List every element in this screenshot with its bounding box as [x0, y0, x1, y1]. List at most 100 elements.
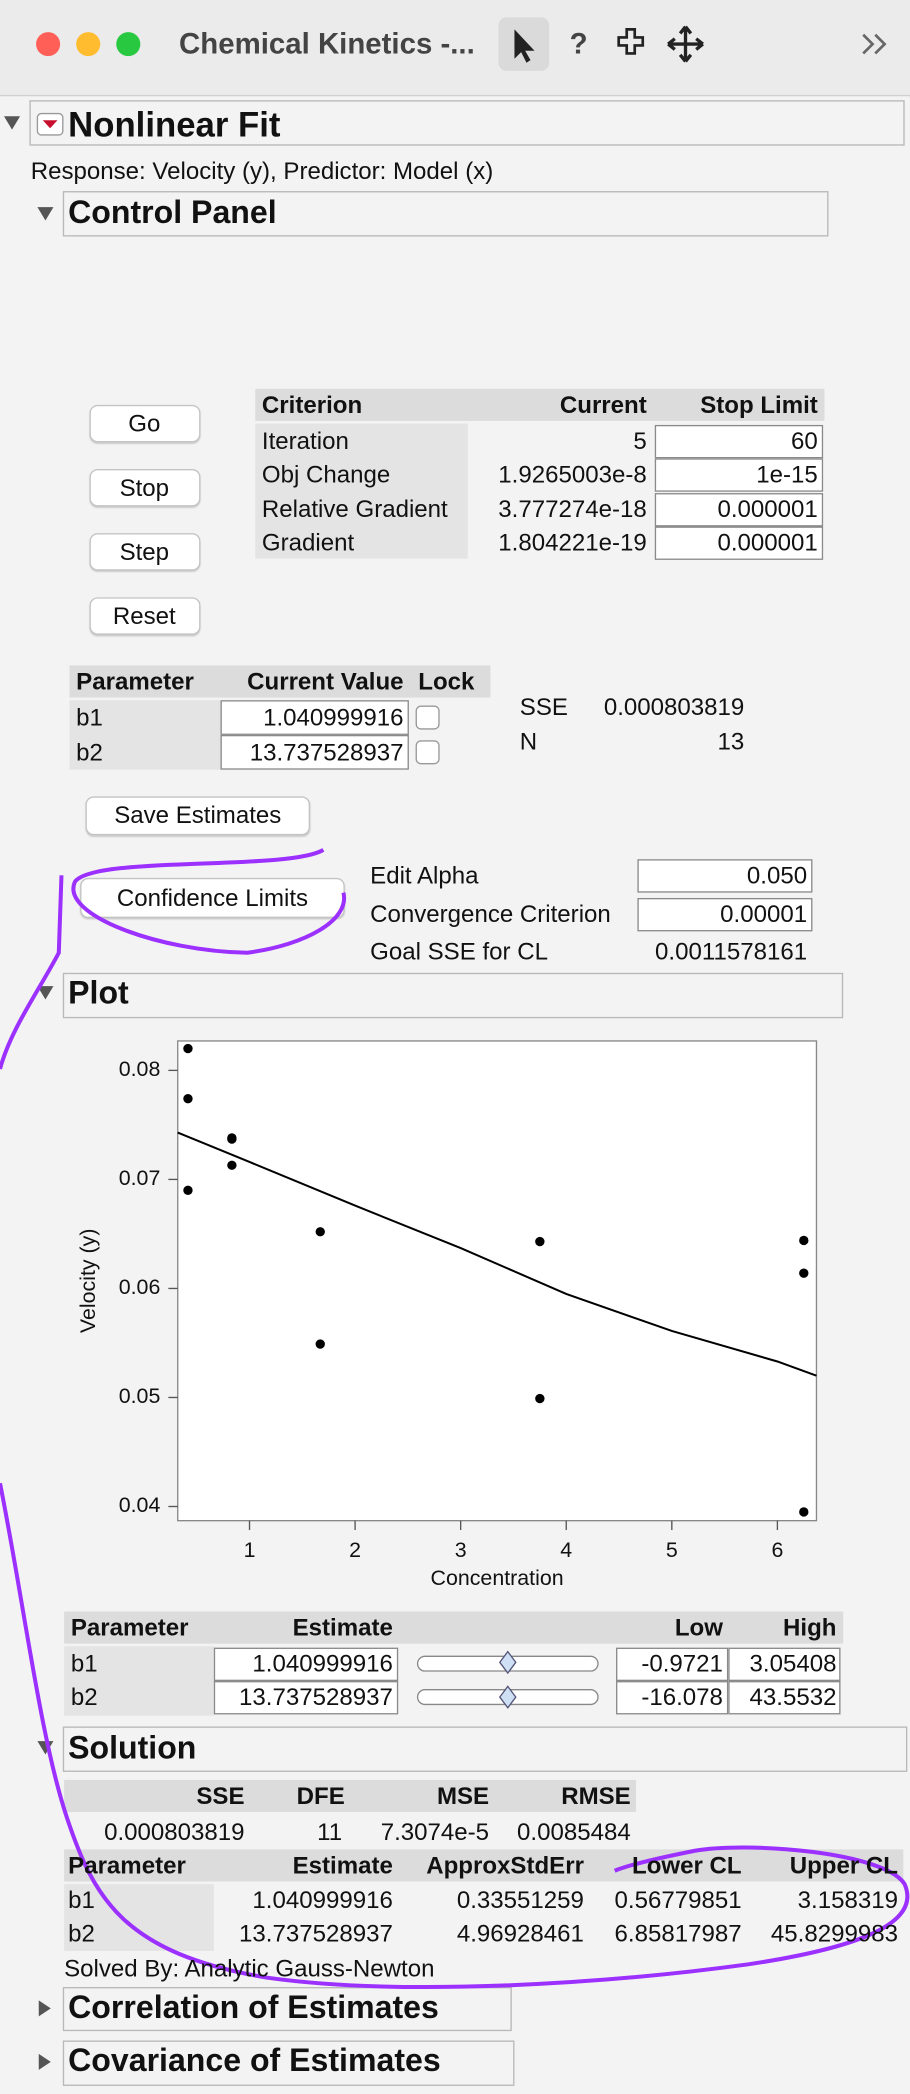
y-tick-label: 0.04 — [119, 1493, 161, 1517]
column-header: Lock — [418, 668, 475, 695]
input-field[interactable] — [728, 1647, 841, 1682]
more-button[interactable] — [862, 33, 887, 55]
column-header: Parameter — [68, 1852, 186, 1879]
section-title: Covariance of Estimates — [68, 2043, 441, 2080]
y-tick-label: 0.07 — [119, 1166, 161, 1190]
lock-checkbox[interactable] — [415, 705, 440, 730]
cell: 1.040999916 — [263, 704, 404, 731]
section-header[interactable] — [29, 100, 905, 146]
x-tick-label: 1 — [244, 1538, 256, 1562]
close-button[interactable] — [36, 32, 61, 57]
button-label: Confidence Limits — [116, 884, 309, 912]
row-labels — [64, 1646, 214, 1716]
input-field[interactable] — [616, 1681, 729, 1715]
field-value: 0.050 — [746, 861, 808, 889]
cell: 0.0085484 — [517, 1818, 631, 1846]
column-header: Lower CL — [632, 1852, 742, 1879]
disclosure-open[interactable] — [37, 207, 54, 221]
y-tick-label: 0.05 — [119, 1384, 161, 1408]
annotation-scribble — [71, 848, 347, 955]
input-field[interactable] — [654, 526, 824, 560]
cell: b2 — [70, 1683, 98, 1711]
field-value: 0.0011578161 — [655, 938, 808, 965]
data-point — [183, 1043, 193, 1054]
input-field[interactable] — [637, 897, 813, 932]
input-field[interactable] — [654, 424, 824, 459]
disclosure-closed[interactable] — [38, 2000, 51, 2017]
section-header[interactable] — [62, 2040, 515, 2086]
section-header[interactable] — [62, 1726, 908, 1772]
arrow-icon — [514, 29, 535, 63]
button[interactable] — [80, 877, 345, 919]
cell: 6.85817987 — [614, 1920, 742, 1947]
button[interactable] — [85, 796, 311, 836]
button[interactable] — [89, 469, 201, 507]
x-tick-label: 2 — [349, 1538, 361, 1562]
y-tick-label: 0.06 — [119, 1275, 161, 1299]
solved-by: Solved By: Analytic Gauss-Newton — [64, 1954, 435, 1982]
zoom-button[interactable] — [116, 32, 141, 57]
row-labels — [64, 1884, 214, 1951]
section-header[interactable] — [62, 191, 829, 237]
input-field[interactable] — [220, 734, 409, 770]
help-icon: ? — [569, 26, 588, 61]
input-field[interactable] — [654, 493, 824, 527]
input-field[interactable] — [637, 859, 813, 893]
y-axis-label: Velocity (y) — [76, 1229, 100, 1334]
disclosure-open[interactable] — [4, 116, 21, 130]
cell: 1.040999916 — [252, 1650, 393, 1678]
cell: 3.777274e-18 — [498, 495, 647, 523]
column-header: Upper CL — [789, 1852, 898, 1879]
section-header[interactable] — [62, 972, 844, 1019]
column-header: Current Value — [247, 668, 404, 695]
cell: 13.737528937 — [239, 1683, 393, 1711]
disclosure-closed[interactable] — [38, 2053, 51, 2070]
lock-checkbox[interactable] — [415, 740, 440, 765]
fit-curve — [177, 1131, 817, 1377]
column-header: Stop Limit — [700, 391, 818, 419]
table-header — [69, 665, 491, 698]
row-label: Relative Gradient — [261, 495, 448, 523]
cell: b1 — [68, 1886, 95, 1914]
annotation-scribble — [0, 875, 910, 1990]
table-header — [64, 1849, 904, 1882]
y-tick-label: 0.08 — [119, 1057, 161, 1081]
input-field[interactable] — [220, 700, 409, 735]
x-axis-label: Concentration — [431, 1566, 564, 1590]
data-point — [183, 1185, 193, 1195]
cell: 13.737528937 — [249, 738, 404, 766]
disclosure-open[interactable] — [37, 986, 54, 1000]
input-field[interactable] — [728, 1681, 841, 1715]
minimize-button[interactable] — [76, 32, 101, 57]
column-header: ApproxStdErr — [426, 1852, 584, 1879]
input-field[interactable] — [213, 1647, 399, 1682]
crosshair-tool[interactable] — [617, 28, 645, 55]
slider-thumb[interactable] — [498, 1685, 517, 1709]
section-title: Correlation of Estimates — [68, 1989, 439, 2026]
stat-value: 13 — [717, 728, 745, 755]
button[interactable] — [89, 533, 201, 571]
x-tick-label: 5 — [666, 1538, 678, 1562]
button[interactable] — [89, 404, 201, 443]
move-tool[interactable] — [667, 25, 704, 63]
input-field[interactable] — [616, 1647, 729, 1682]
cell: 0.000803819 — [104, 1818, 245, 1846]
field-label: Goal SSE for CL — [370, 938, 548, 965]
table-header — [64, 1611, 844, 1644]
cell: b1 — [70, 1650, 98, 1678]
section-header[interactable] — [62, 1987, 512, 2032]
stat-value: 0.000803819 — [603, 693, 745, 721]
window-title: Chemical Kinetics -... — [179, 26, 475, 61]
input-field[interactable] — [213, 1681, 399, 1715]
x-tick-label: 3 — [455, 1538, 467, 1562]
button[interactable] — [89, 597, 201, 635]
field-label: Edit Alpha — [370, 861, 479, 889]
cell: 1.040999916 — [252, 1886, 393, 1914]
data-point — [799, 1507, 809, 1517]
column-header: Parameter — [70, 1614, 189, 1641]
data-point — [799, 1235, 809, 1246]
row-label: b2 — [76, 738, 103, 766]
slider-thumb[interactable] — [498, 1650, 517, 1675]
input-field[interactable] — [654, 458, 824, 492]
red-triangle — [42, 120, 58, 129]
